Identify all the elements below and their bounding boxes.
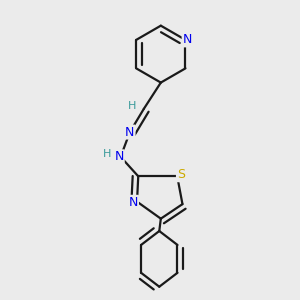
Text: N: N <box>183 33 192 46</box>
Text: S: S <box>177 168 185 181</box>
Text: H: H <box>128 101 136 111</box>
Text: N: N <box>114 150 124 163</box>
Text: N: N <box>125 126 135 139</box>
Text: H: H <box>103 149 111 159</box>
Text: N: N <box>129 196 138 209</box>
